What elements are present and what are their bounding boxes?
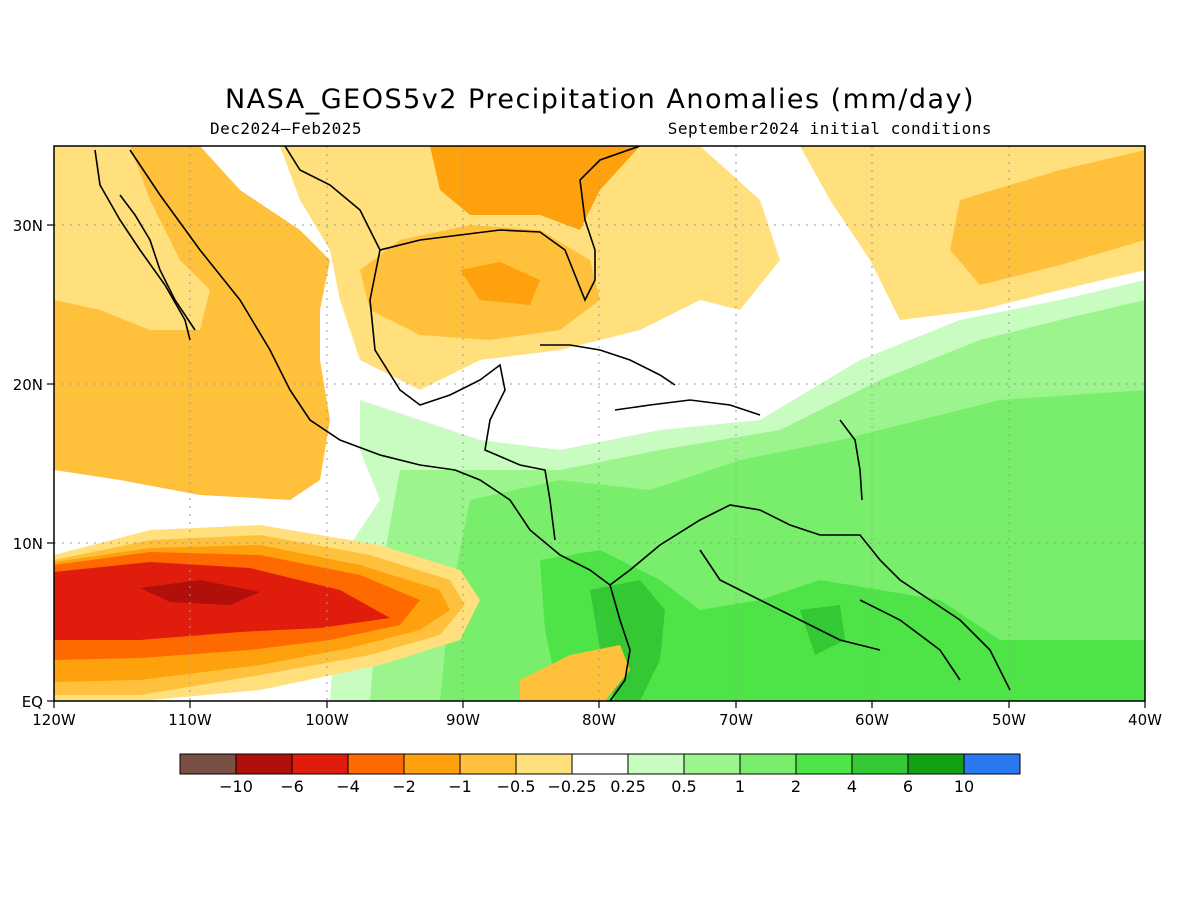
colorbar-label: 0.5 <box>671 777 696 796</box>
colorbar-label: −0.25 <box>547 777 596 796</box>
colorbar: −10 −6 −4 −2 −1 −0.5 −0.25 0.25 0.5 1 2 4 6 10 <box>179 753 1021 796</box>
forecast-period: Dec2024–Feb2025 <box>210 119 362 138</box>
anomaly-patch-se-us <box>430 146 640 230</box>
anomaly-patch-ecuador-dry <box>520 645 630 701</box>
colorbar-label: 1 <box>735 777 745 796</box>
colorbar-label: 10 <box>954 777 974 796</box>
anomaly-patch-gulf-core <box>460 262 540 305</box>
colorbar-swatch <box>907 753 965 775</box>
anomaly-field <box>54 146 1145 701</box>
lon-tick-label: 60W <box>855 711 889 729</box>
lon-tick-label: 100W <box>305 711 349 729</box>
initial-conditions: September2024 initial conditions <box>667 119 992 138</box>
colorbar-swatch <box>627 753 685 775</box>
coastlines <box>94 146 1011 701</box>
colorbar-swatch <box>571 753 629 775</box>
colorbar-swatch <box>347 753 405 775</box>
colorbar-swatch <box>683 753 741 775</box>
lat-tick-label: EQ <box>22 693 43 711</box>
lon-tick-label: 40W <box>1128 711 1162 729</box>
colorbar-swatch <box>851 753 909 775</box>
colorbar-swatch <box>179 753 237 775</box>
lon-tick-label: 110W <box>168 711 212 729</box>
lon-tick-label: 70W <box>719 711 753 729</box>
gridlines <box>54 146 1145 701</box>
anomaly-patch-pacific-darkred <box>140 580 260 605</box>
colorbar-label: −10 <box>219 777 253 796</box>
map-title: NASA_GEOS5v2 Precipitation Anomalies (mm… <box>224 84 976 115</box>
colorbar-swatch <box>291 753 349 775</box>
lon-tick-label: 50W <box>992 711 1026 729</box>
colorbar-swatch <box>459 753 517 775</box>
colorbar-swatch <box>795 753 853 775</box>
colorbar-label: −6 <box>280 777 304 796</box>
tick-marks <box>47 224 1146 708</box>
colorbar-label: −1 <box>448 777 472 796</box>
lat-tick-label: 10N <box>13 535 43 553</box>
lon-tick-label: 120W <box>32 711 76 729</box>
colorbar-swatch <box>963 753 1021 775</box>
colorbar-label: 2 <box>791 777 801 796</box>
lon-tick-label: 80W <box>582 711 616 729</box>
colorbar-label: −2 <box>392 777 416 796</box>
colorbar-swatch <box>515 753 573 775</box>
lon-tick-label: 90W <box>446 711 480 729</box>
colorbar-swatch <box>739 753 797 775</box>
colorbar-swatch <box>235 753 293 775</box>
lat-tick-label: 20N <box>13 376 43 394</box>
colorbar-label: 0.25 <box>610 777 646 796</box>
colorbar-label: −4 <box>336 777 360 796</box>
colorbar-label: −0.5 <box>497 777 536 796</box>
lat-tick-labels: EQ 10N 20N 30N <box>13 217 43 711</box>
lat-tick-label: 30N <box>13 217 43 235</box>
lon-tick-labels: 120W 110W 100W 90W 80W 70W 60W 50W 40W <box>32 711 1162 729</box>
colorbar-label: 4 <box>847 777 857 796</box>
anomaly-patch-amazon-core <box>800 605 845 655</box>
colorbar-label: 6 <box>903 777 913 796</box>
colorbar-swatch <box>403 753 461 775</box>
anomaly-patch-atlantic-dry2 <box>950 150 1145 285</box>
